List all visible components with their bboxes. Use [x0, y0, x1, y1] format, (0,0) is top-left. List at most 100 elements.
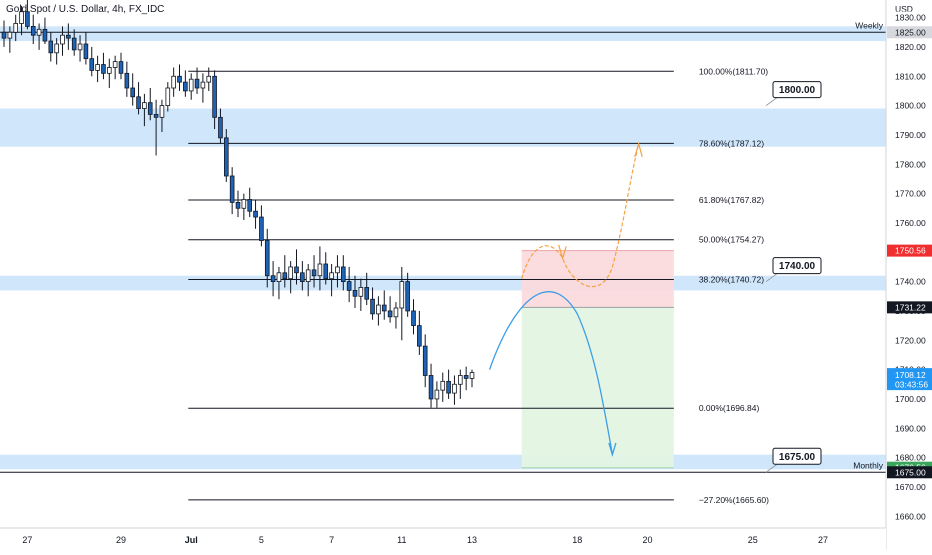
candle-body — [1, 31, 7, 39]
candle[interactable] — [346, 266, 352, 303]
candle[interactable] — [112, 55, 118, 80]
candle[interactable] — [288, 261, 293, 294]
candle[interactable] — [159, 99, 165, 132]
candle[interactable] — [422, 334, 428, 388]
candle[interactable] — [235, 190, 241, 218]
candle[interactable] — [276, 266, 282, 300]
candle[interactable] — [1, 20, 7, 47]
candle[interactable] — [83, 32, 89, 65]
candle-body — [188, 78, 194, 92]
candle[interactable] — [136, 82, 141, 115]
candle[interactable] — [130, 73, 136, 106]
candle[interactable] — [218, 108, 223, 144]
current-price-label: 1708.12 — [895, 370, 926, 380]
candle[interactable] — [200, 73, 206, 103]
candle[interactable] — [376, 296, 381, 326]
candle[interactable] — [300, 261, 305, 291]
candle[interactable] — [42, 17, 48, 44]
candle[interactable] — [264, 228, 270, 288]
candle[interactable] — [77, 35, 83, 62]
candle[interactable] — [393, 302, 399, 329]
fib-level-label: 38.20%(1740.72) — [699, 274, 764, 284]
candle[interactable] — [405, 272, 410, 317]
candle[interactable] — [229, 167, 235, 215]
candle[interactable] — [381, 290, 387, 320]
candle-body — [77, 43, 83, 51]
candle[interactable] — [452, 375, 457, 405]
candle[interactable] — [206, 67, 212, 91]
candle[interactable] — [311, 255, 317, 288]
candle[interactable] — [101, 52, 106, 80]
candle[interactable] — [364, 272, 369, 306]
candle[interactable] — [165, 82, 171, 112]
candle[interactable] — [340, 255, 346, 291]
candle[interactable] — [399, 266, 405, 341]
candle[interactable] — [54, 38, 59, 65]
price-callout-box[interactable] — [772, 257, 822, 275]
candle[interactable] — [317, 246, 323, 291]
candle[interactable] — [370, 287, 375, 320]
candle-body — [405, 281, 410, 312]
candle[interactable] — [19, 5, 24, 36]
candle[interactable] — [387, 296, 393, 323]
candle[interactable] — [241, 193, 247, 220]
candle-body — [95, 64, 100, 71]
candle[interactable] — [30, 14, 36, 44]
candle[interactable] — [124, 61, 130, 97]
candle[interactable] — [282, 255, 288, 288]
candle[interactable] — [147, 88, 153, 121]
candle[interactable] — [223, 129, 229, 182]
candle[interactable] — [446, 369, 451, 399]
candle-body — [276, 272, 282, 282]
candle[interactable] — [270, 261, 276, 297]
candle[interactable] — [358, 278, 364, 311]
candle[interactable] — [188, 73, 194, 100]
price-callout-box[interactable] — [772, 81, 822, 99]
candle[interactable] — [177, 64, 182, 91]
candle[interactable] — [25, 0, 30, 30]
candle[interactable] — [7, 26, 13, 53]
candle[interactable] — [36, 23, 42, 50]
candle[interactable] — [66, 23, 71, 50]
candle[interactable] — [434, 381, 440, 408]
candle[interactable] — [417, 310, 422, 355]
time-tick-label: 18 — [572, 535, 582, 545]
candle[interactable] — [440, 372, 446, 402]
candle[interactable] — [212, 70, 217, 130]
candle[interactable] — [107, 58, 112, 88]
candle[interactable] — [323, 252, 329, 285]
candle[interactable] — [194, 67, 200, 94]
candle[interactable] — [183, 70, 188, 97]
candle[interactable] — [171, 67, 176, 97]
candle[interactable] — [463, 366, 469, 391]
candle[interactable] — [329, 264, 334, 297]
candle[interactable] — [411, 299, 416, 335]
candle[interactable] — [60, 26, 65, 56]
candle[interactable] — [95, 55, 100, 83]
candle[interactable] — [352, 275, 358, 308]
candle[interactable] — [142, 93, 147, 127]
price-callout-box[interactable] — [772, 447, 822, 465]
candle[interactable] — [247, 187, 253, 218]
price-tag-label: 1750.56 — [895, 246, 926, 256]
candle[interactable] — [89, 46, 95, 77]
candle-body — [247, 199, 253, 212]
candle[interactable] — [71, 29, 77, 56]
candle[interactable] — [118, 52, 124, 80]
candle[interactable] — [305, 264, 311, 297]
candle[interactable] — [259, 205, 264, 247]
candle[interactable] — [13, 14, 19, 42]
candle[interactable] — [457, 369, 463, 399]
time-tick-label: 7 — [329, 535, 334, 545]
price-callout-label: 1675.00 — [779, 452, 816, 463]
candle[interactable] — [469, 369, 475, 388]
candle[interactable] — [335, 255, 340, 288]
candle-body — [376, 304, 381, 315]
candle[interactable] — [294, 249, 299, 285]
candle[interactable] — [428, 363, 434, 408]
candle[interactable] — [48, 32, 54, 62]
candle[interactable] — [253, 199, 258, 229]
candle[interactable] — [153, 99, 159, 156]
